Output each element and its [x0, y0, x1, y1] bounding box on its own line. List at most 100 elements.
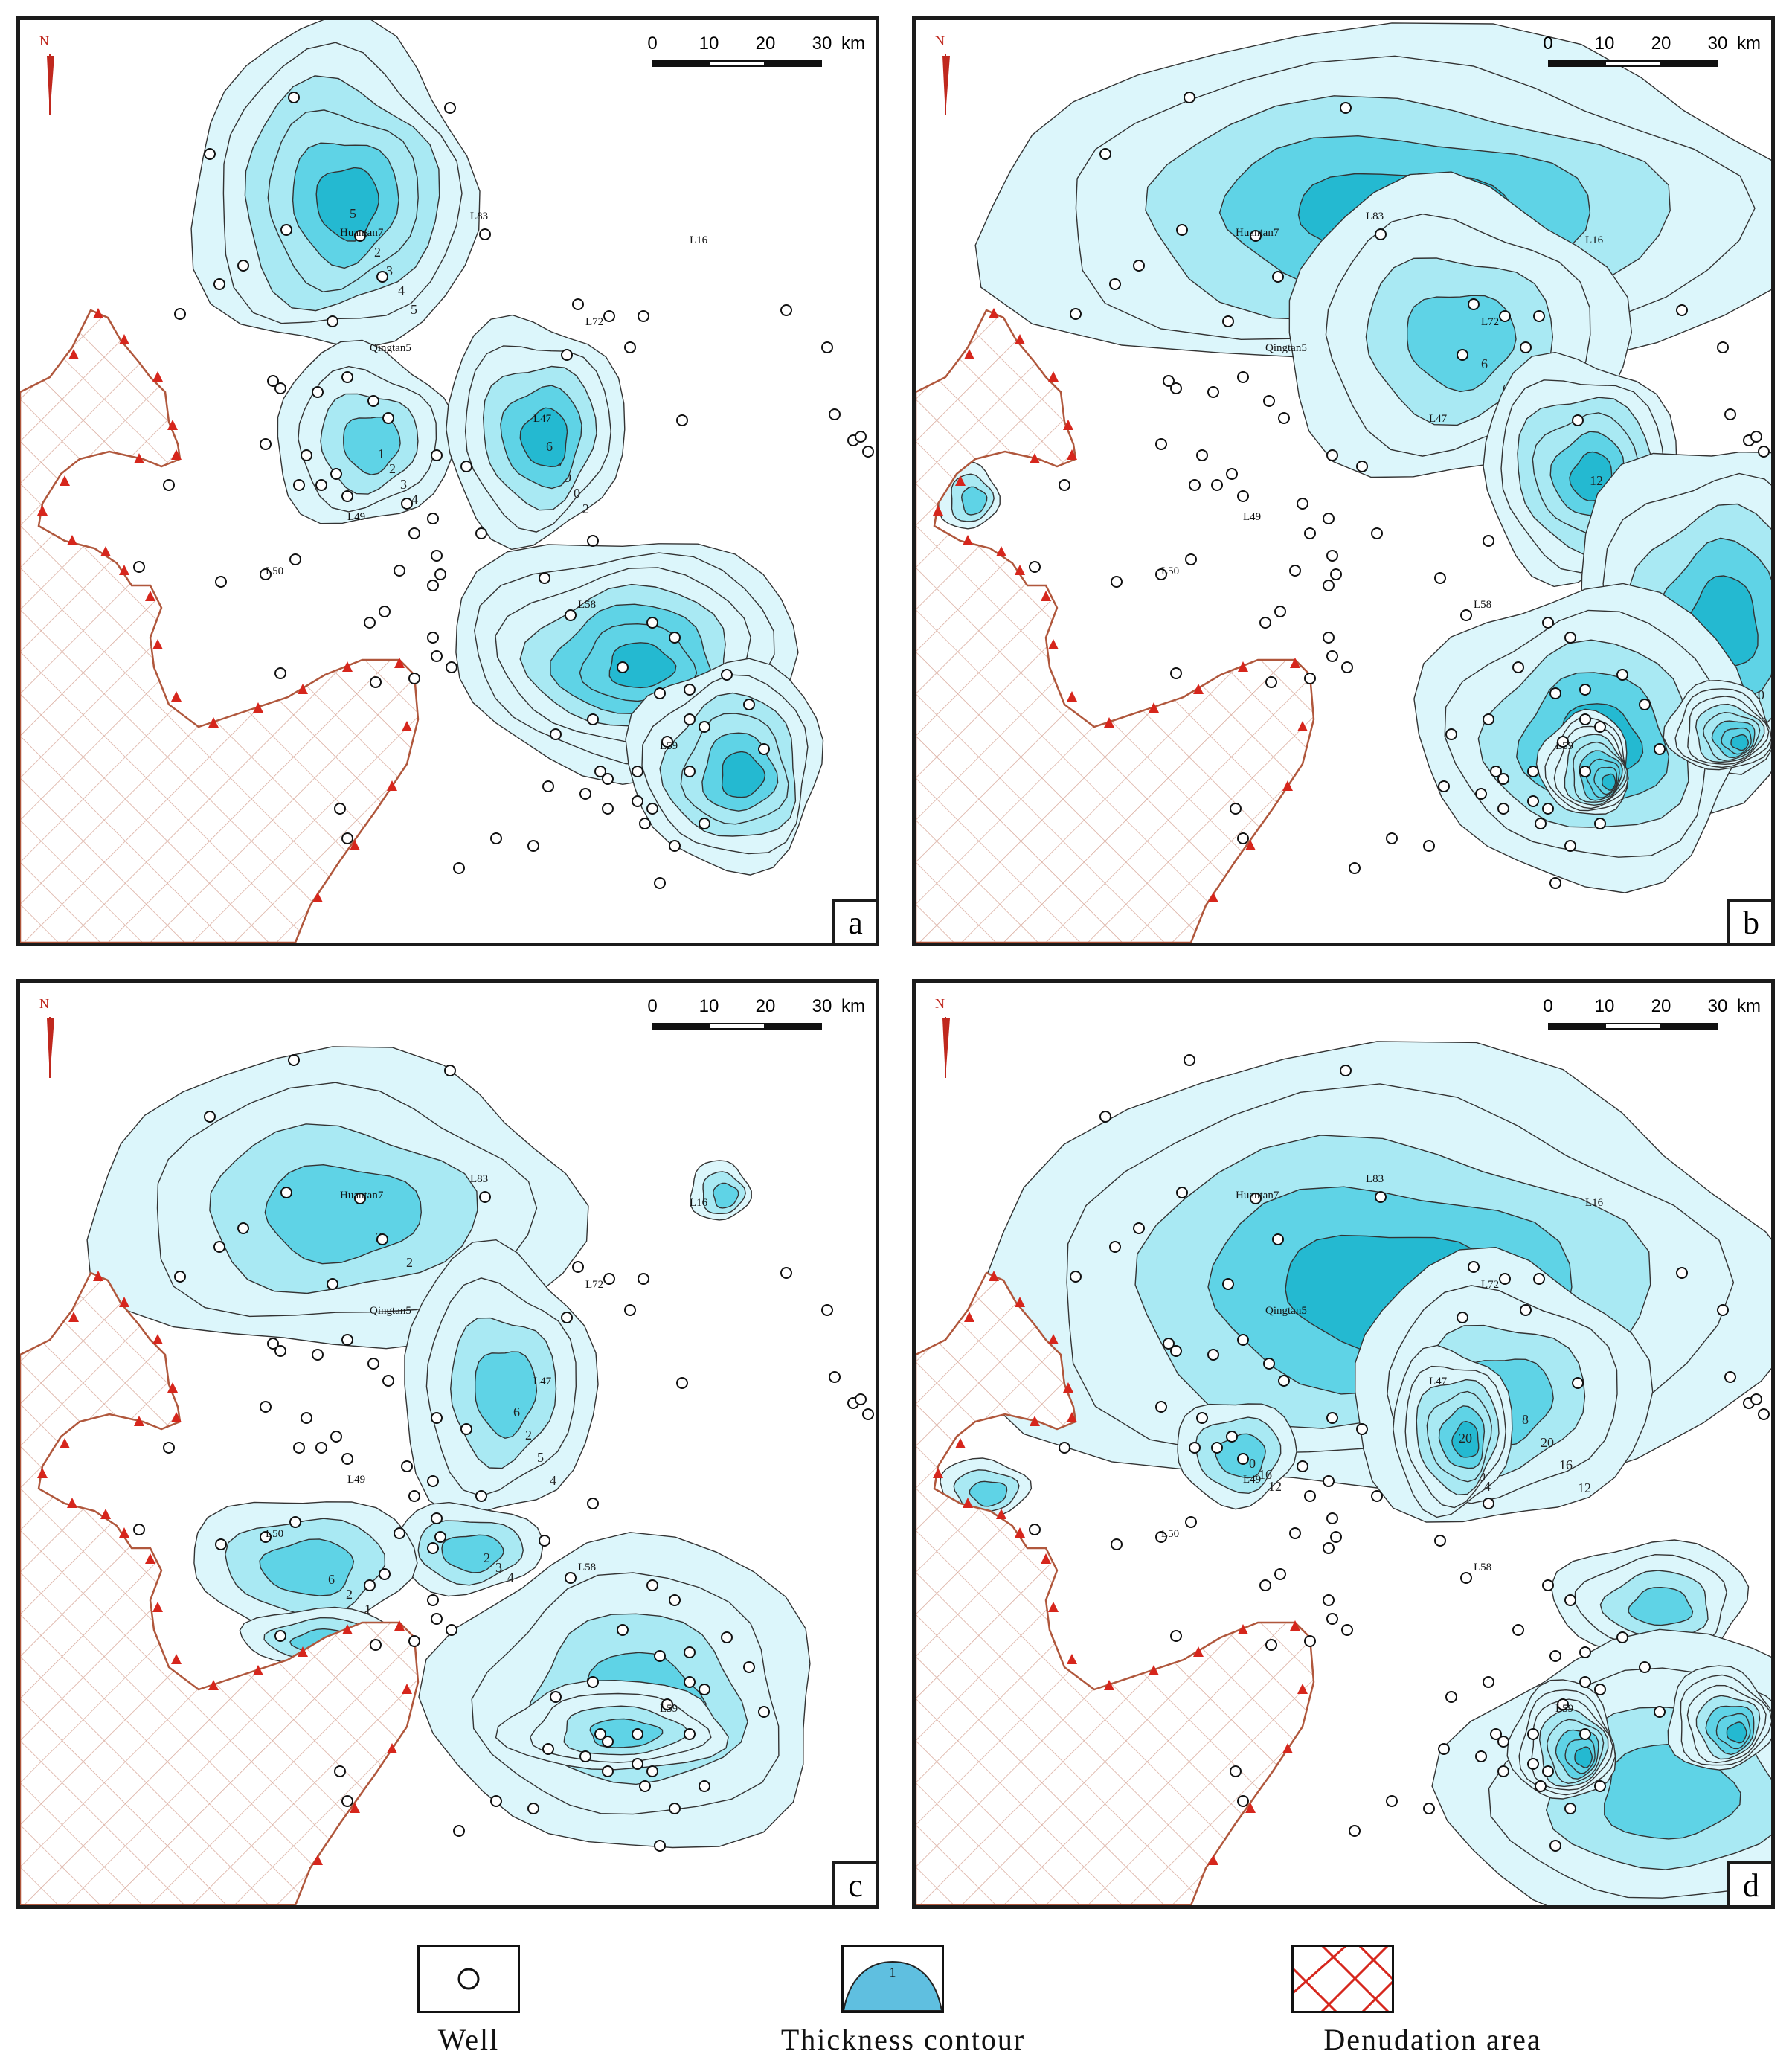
well-icon	[1490, 766, 1502, 777]
well-icon	[638, 310, 649, 322]
contour-label: 0	[1249, 1456, 1256, 1471]
panel-letter: b	[1727, 899, 1771, 943]
well-icon	[1549, 687, 1561, 699]
well-icon	[1512, 661, 1524, 673]
well-icon	[379, 606, 391, 617]
boundary-triangle	[1067, 1412, 1077, 1422]
well-label: L47	[533, 413, 552, 425]
boundary-triangle	[1067, 691, 1077, 702]
well-icon	[1423, 1803, 1435, 1814]
thickness-contours: 468268100602468121620	[938, 22, 1771, 893]
boundary-triangle	[1015, 565, 1025, 575]
boundary-triangle	[119, 565, 129, 575]
well-icon	[1196, 449, 1208, 461]
boundary-triangle	[1041, 1553, 1051, 1564]
wells	[1029, 1054, 1770, 1852]
boundary-triangle	[93, 308, 103, 318]
boundary-triangle	[996, 1509, 1006, 1519]
well-icon	[654, 877, 666, 889]
boundary-triangle	[1290, 1620, 1300, 1631]
well-icon	[1326, 650, 1338, 662]
well-icon	[1579, 1646, 1591, 1658]
boundary-triangle	[67, 535, 77, 545]
well-label: L58	[1474, 1562, 1491, 1573]
contour-label: 2	[389, 461, 396, 476]
well-icon	[301, 449, 312, 461]
well-icon	[1211, 479, 1223, 491]
well-icon	[669, 632, 681, 644]
map-panel-b: 468268100602468121620Huantan7L83L16Qingt…	[912, 16, 1775, 946]
well-icon	[669, 1803, 681, 1814]
boundary-triangle	[1041, 591, 1051, 601]
well-icon	[594, 766, 606, 777]
well-icon	[364, 1579, 376, 1591]
boundary-triangle	[1282, 1743, 1293, 1753]
well-icon	[1070, 308, 1082, 320]
well-icon	[1758, 446, 1770, 458]
well-label: L58	[578, 1562, 596, 1573]
well-icon	[646, 1579, 658, 1591]
well-icon	[288, 92, 300, 103]
well-icon	[1579, 1728, 1591, 1740]
thickness-map-d: 4812161212162084048122012160Huantan7L83L…	[916, 1041, 1771, 1905]
contour-label: 16	[1559, 1457, 1573, 1472]
well-icon	[1330, 568, 1342, 580]
contour-line	[1628, 1586, 1694, 1626]
well-icon	[561, 1312, 573, 1323]
well-icon	[1155, 568, 1167, 580]
well-label: L72	[1481, 1279, 1499, 1291]
well-icon	[1564, 840, 1576, 852]
boundary-triangle	[253, 702, 263, 713]
well-icon	[539, 1535, 550, 1547]
boundary-triangle	[1245, 840, 1256, 850]
boundary-triangle	[167, 420, 178, 430]
contour-label: 2	[346, 1587, 353, 1602]
well-icon	[204, 1111, 216, 1123]
well-icon	[260, 438, 272, 450]
well-icon	[267, 1338, 279, 1350]
well-icon	[174, 1271, 186, 1283]
well-icon	[1323, 580, 1335, 591]
well-icon	[1499, 1273, 1511, 1285]
well-icon	[133, 1524, 145, 1535]
well-label: Qingtan5	[1265, 342, 1307, 354]
well-icon	[1445, 728, 1457, 740]
contour-line	[475, 1351, 538, 1440]
well-icon	[1341, 1624, 1353, 1636]
well-icon	[1386, 832, 1398, 844]
contour-label: 3	[495, 1560, 502, 1575]
well-label: Qingtan5	[370, 342, 411, 354]
contour-label: 2	[374, 245, 381, 260]
well-icon	[1557, 1698, 1569, 1710]
boundary-triangle	[402, 1684, 412, 1694]
well-icon	[1527, 795, 1539, 807]
well-label: L72	[585, 316, 603, 328]
well-icon	[1579, 766, 1591, 777]
well-icon	[684, 1646, 696, 1658]
well-label: L16	[1585, 1197, 1604, 1209]
well-icon	[237, 260, 249, 272]
contour-label: 5	[350, 206, 356, 221]
boundary-triangle	[298, 1646, 308, 1657]
well-icon	[1497, 773, 1509, 785]
well-icon	[293, 1442, 305, 1454]
well-icon	[1758, 1408, 1770, 1420]
well-icon	[1278, 412, 1290, 424]
well-icon	[684, 1676, 696, 1688]
well-icon	[572, 1261, 584, 1273]
boundary-triangle	[342, 661, 353, 672]
denudation-hatch-icon	[1285, 1938, 1407, 2019]
boundary-triangle	[964, 349, 974, 359]
well-icon	[654, 687, 666, 699]
boundary-triangle	[171, 449, 182, 460]
well-icon	[638, 1273, 649, 1285]
well-icon	[1594, 1780, 1606, 1792]
well-label: L59	[1555, 1703, 1573, 1715]
thickness-map-b: 468268100602468121620Huantan7L83L16Qingt…	[916, 22, 1771, 943]
well-icon	[163, 1442, 175, 1454]
well-icon	[453, 1825, 465, 1837]
well-icon	[855, 1393, 867, 1405]
well-icon	[330, 1431, 342, 1443]
well-icon	[260, 1531, 272, 1543]
contour-line	[441, 1534, 504, 1573]
